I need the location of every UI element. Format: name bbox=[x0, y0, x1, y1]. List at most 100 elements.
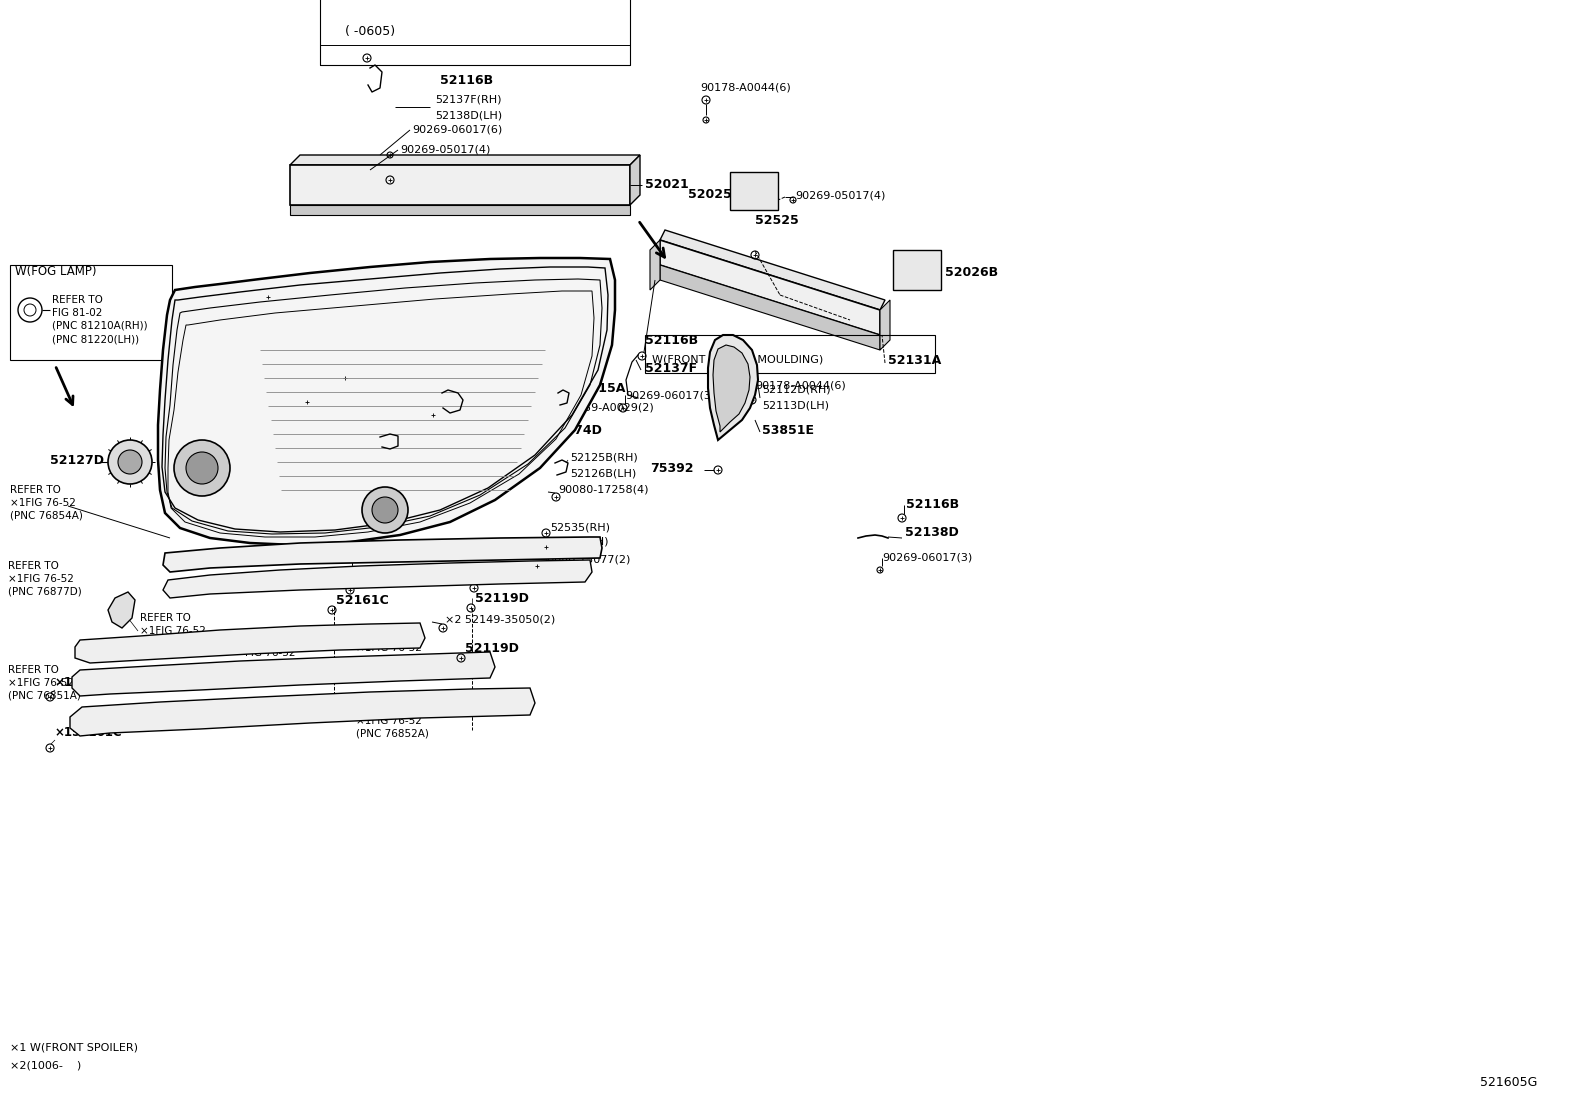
Polygon shape bbox=[158, 258, 615, 545]
Text: ×152161C: ×152161C bbox=[56, 726, 123, 740]
Circle shape bbox=[361, 487, 408, 533]
Text: 53273D: 53273D bbox=[468, 381, 522, 395]
Text: ×1 W(FRONT SPOILER): ×1 W(FRONT SPOILER) bbox=[10, 1043, 139, 1053]
Text: 52521: 52521 bbox=[392, 423, 436, 436]
Text: ×152161C: ×152161C bbox=[56, 677, 123, 689]
Polygon shape bbox=[108, 592, 135, 628]
Text: REFER TO: REFER TO bbox=[10, 485, 60, 495]
Text: ×2 52149-35050(2): ×2 52149-35050(2) bbox=[446, 615, 556, 625]
Text: 53879H: 53879H bbox=[267, 278, 322, 291]
Polygon shape bbox=[713, 345, 750, 432]
Polygon shape bbox=[630, 155, 640, 206]
Text: 90178-A0044(6): 90178-A0044(6) bbox=[700, 82, 791, 92]
Text: 52125B(RH): 52125B(RH) bbox=[570, 453, 638, 463]
Polygon shape bbox=[162, 537, 602, 571]
Bar bbox=[10, 265, 172, 360]
Text: (PNC 81220(LH)): (PNC 81220(LH)) bbox=[53, 334, 139, 344]
Text: REFER TO: REFER TO bbox=[357, 630, 408, 640]
Text: 52021: 52021 bbox=[645, 178, 689, 191]
Text: 90080-17258(4): 90080-17258(4) bbox=[349, 367, 438, 377]
Text: 90269-06017(3): 90269-06017(3) bbox=[626, 390, 715, 400]
Polygon shape bbox=[661, 230, 885, 310]
Text: 52131A: 52131A bbox=[888, 354, 941, 366]
Text: 52119D: 52119D bbox=[474, 591, 529, 604]
Bar bbox=[645, 335, 935, 373]
Text: 47749-58010(2): 47749-58010(2) bbox=[355, 347, 446, 357]
Circle shape bbox=[174, 440, 229, 496]
Text: W(FOG LAMP): W(FOG LAMP) bbox=[14, 266, 97, 278]
Text: (PNC 76853C): (PNC 76853C) bbox=[140, 639, 213, 650]
Text: 52536(LH): 52536(LH) bbox=[549, 537, 608, 547]
Circle shape bbox=[108, 440, 151, 484]
Text: 52115A: 52115A bbox=[572, 381, 626, 395]
Polygon shape bbox=[661, 240, 880, 335]
Text: ×1FIG 76-52: ×1FIG 76-52 bbox=[357, 643, 422, 653]
Text: FIG 81-02: FIG 81-02 bbox=[53, 308, 102, 318]
Text: REFER TO: REFER TO bbox=[8, 665, 59, 675]
Bar bbox=[893, 249, 941, 290]
Bar bbox=[320, 0, 630, 65]
Text: 52161C: 52161C bbox=[336, 593, 388, 607]
Text: 52119C: 52119C bbox=[478, 571, 530, 585]
Text: FIG 76-52: FIG 76-52 bbox=[245, 648, 296, 658]
Polygon shape bbox=[70, 688, 535, 736]
Polygon shape bbox=[661, 265, 880, 349]
Circle shape bbox=[118, 449, 142, 474]
Text: ×2(1006-    ): ×2(1006- ) bbox=[10, 1061, 81, 1072]
Polygon shape bbox=[708, 335, 758, 440]
Text: 90269-05017(4): 90269-05017(4) bbox=[794, 190, 885, 200]
Bar bbox=[731, 173, 778, 210]
Text: 53851E: 53851E bbox=[763, 423, 814, 436]
Text: 52138D(LH): 52138D(LH) bbox=[435, 110, 501, 120]
Text: 90080-11416(4): 90080-11416(4) bbox=[436, 403, 527, 413]
Text: 52127D: 52127D bbox=[49, 454, 103, 466]
Text: ×1FIG 76-52: ×1FIG 76-52 bbox=[357, 717, 422, 726]
Text: REFER TO: REFER TO bbox=[140, 613, 191, 623]
Text: 521605G: 521605G bbox=[1481, 1076, 1538, 1088]
Polygon shape bbox=[650, 240, 661, 290]
Text: 52026B: 52026B bbox=[946, 266, 998, 278]
Text: 52116B: 52116B bbox=[906, 499, 958, 511]
Text: 90080-15077(2): 90080-15077(2) bbox=[540, 555, 630, 565]
Text: 52119D: 52119D bbox=[465, 642, 519, 655]
Text: 52535(RH): 52535(RH) bbox=[549, 523, 610, 533]
Text: 52116B: 52116B bbox=[645, 333, 699, 346]
Text: 90178-A0044(6): 90178-A0044(6) bbox=[755, 380, 845, 390]
Polygon shape bbox=[290, 206, 630, 215]
Text: 52525: 52525 bbox=[755, 213, 799, 226]
Circle shape bbox=[373, 497, 398, 523]
Text: ×1FIG 76-52: ×1FIG 76-52 bbox=[8, 678, 73, 688]
Text: REFER TO: REFER TO bbox=[357, 703, 408, 713]
Polygon shape bbox=[72, 652, 495, 696]
Text: 90269-05017(4): 90269-05017(4) bbox=[400, 145, 490, 155]
Text: 52128B: 52128B bbox=[352, 574, 404, 587]
Text: ×1FIG 76-52: ×1FIG 76-52 bbox=[10, 498, 76, 508]
Text: 90080-17258(4): 90080-17258(4) bbox=[559, 485, 648, 495]
Text: (PNC 76877D): (PNC 76877D) bbox=[8, 587, 81, 597]
Text: 75392: 75392 bbox=[650, 462, 694, 475]
Text: 52137F(RH): 52137F(RH) bbox=[435, 95, 501, 106]
Text: REFER TO: REFER TO bbox=[245, 635, 296, 645]
Text: 52161C: 52161C bbox=[310, 386, 363, 399]
Text: W(FRONT FENDER MOULDING): W(FRONT FENDER MOULDING) bbox=[653, 355, 823, 365]
Polygon shape bbox=[75, 623, 425, 663]
Text: (PNC 81210A(RH)): (PNC 81210A(RH)) bbox=[53, 321, 148, 331]
Text: 53274D: 53274D bbox=[548, 423, 602, 436]
Text: ×1FIG 76-52: ×1FIG 76-52 bbox=[8, 574, 73, 584]
Text: REFER TO: REFER TO bbox=[8, 560, 59, 571]
Text: 52138D: 52138D bbox=[904, 525, 958, 539]
Text: 52112D(RH): 52112D(RH) bbox=[763, 385, 831, 395]
Text: 52113D(LH): 52113D(LH) bbox=[763, 401, 829, 411]
Text: (PNC 76854A): (PNC 76854A) bbox=[10, 511, 83, 521]
Text: 52119A: 52119A bbox=[215, 371, 267, 385]
Polygon shape bbox=[880, 300, 890, 349]
Text: 90159-A0029(2): 90159-A0029(2) bbox=[564, 403, 654, 413]
Text: 52025B: 52025B bbox=[688, 189, 742, 201]
Text: (PNC 76851A): (PNC 76851A) bbox=[8, 691, 81, 701]
Text: ( -0605): ( -0605) bbox=[345, 25, 395, 38]
Text: (PNC 76852A): (PNC 76852A) bbox=[357, 729, 428, 739]
Text: 90269-06017(6): 90269-06017(6) bbox=[412, 125, 501, 135]
Text: (PNC 76878A): (PNC 76878A) bbox=[357, 656, 428, 666]
Text: 90269-06017(3): 90269-06017(3) bbox=[882, 553, 973, 563]
Polygon shape bbox=[290, 165, 630, 206]
